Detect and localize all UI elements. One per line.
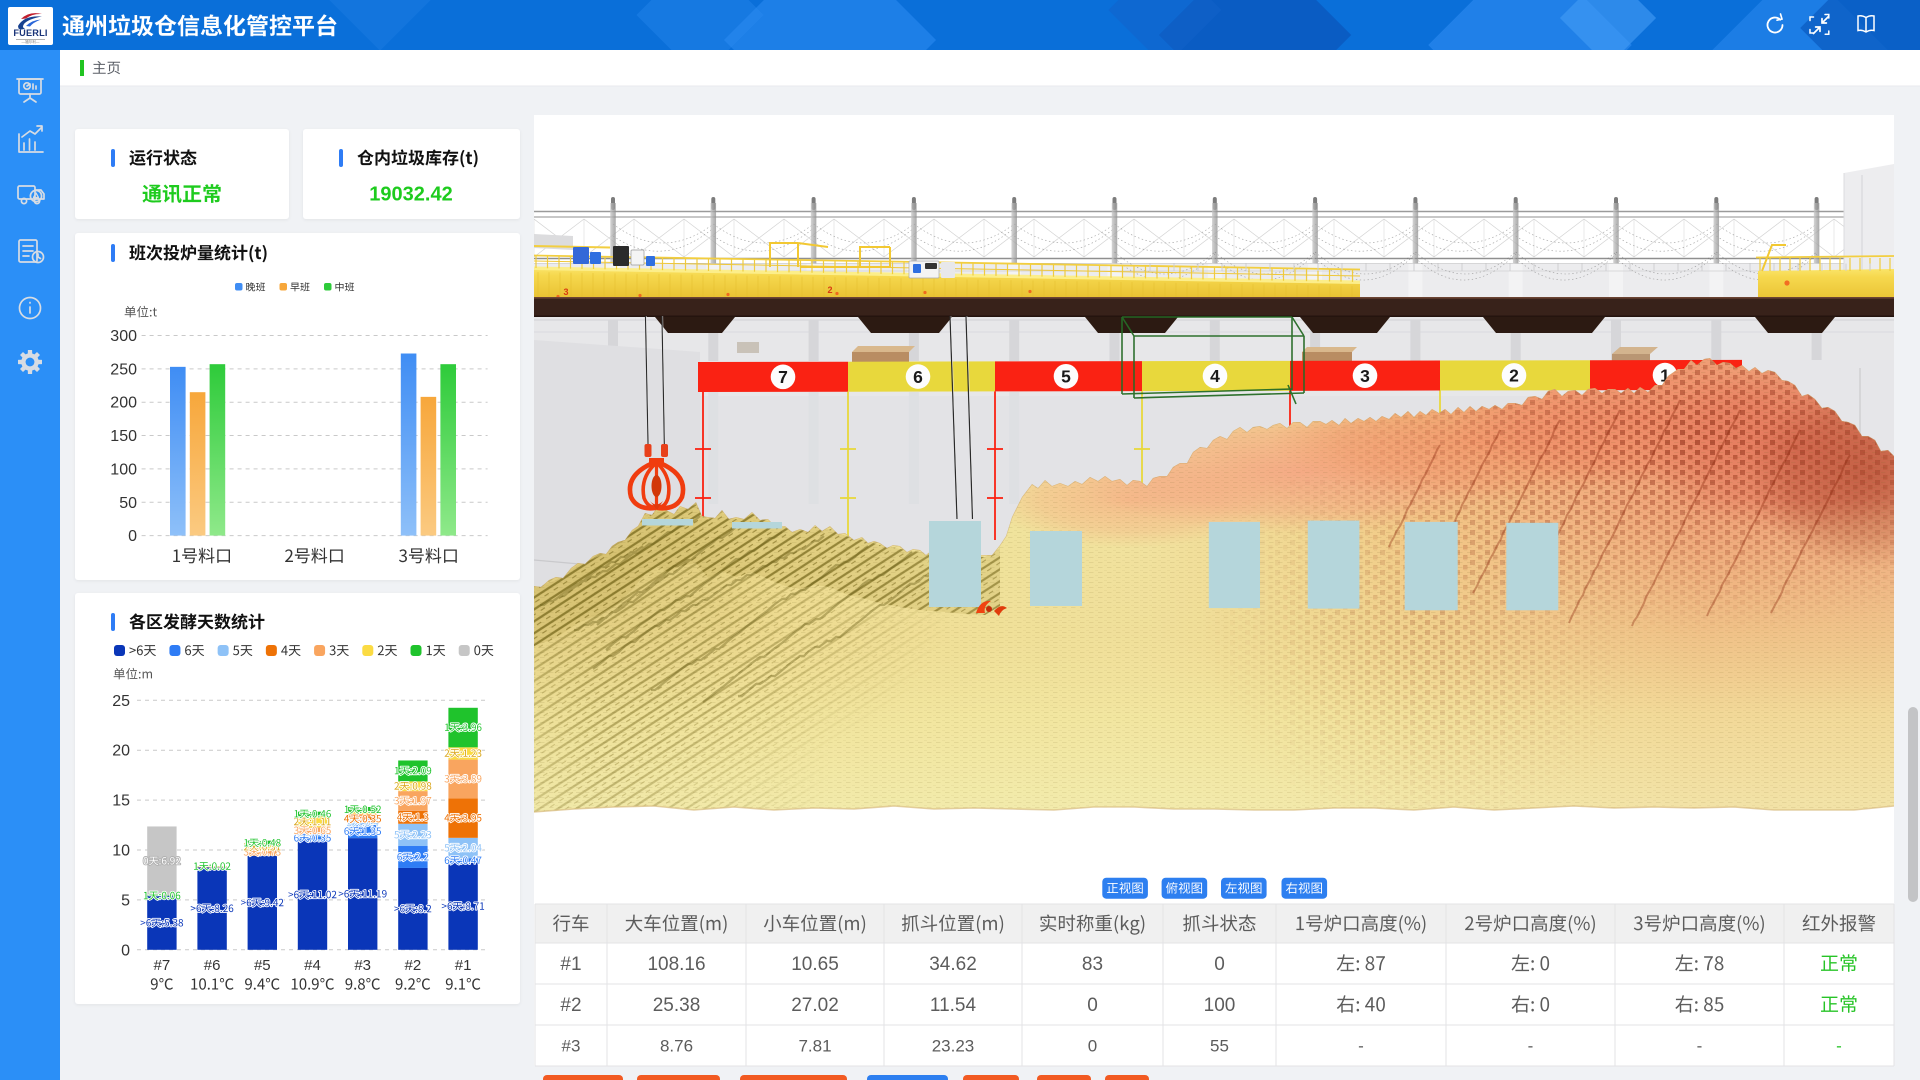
svg-text:#6: #6 [204,957,221,974]
svg-text:2: 2 [1509,366,1519,386]
svg-text:250: 250 [110,361,137,378]
svg-text:83: 83 [1082,954,1103,975]
svg-text:55: 55 [1210,1036,1229,1055]
svg-text:0: 0 [1088,1036,1097,1055]
svg-text:4: 4 [1210,366,1220,386]
svg-text:5: 5 [121,892,130,909]
svg-text:150: 150 [110,428,137,445]
svg-text:25.38: 25.38 [653,995,701,1016]
svg-text:10: 10 [112,843,130,860]
svg-text:1: 1 [1660,365,1670,385]
svg-text:108.16: 108.16 [647,954,705,975]
svg-text:#5: #5 [254,957,271,974]
svg-text:23.23: 23.23 [932,1036,975,1055]
svg-text:-: - [1836,1036,1842,1055]
svg-text:15: 15 [112,793,130,810]
svg-text:8.76: 8.76 [660,1036,693,1055]
svg-text:#7: #7 [154,957,171,974]
svg-text:27.02: 27.02 [791,995,839,1016]
svg-text:100: 100 [1204,995,1236,1016]
svg-text:300: 300 [110,328,137,345]
svg-text:-: - [1697,1036,1703,1055]
svg-text:3: 3 [1360,366,1370,386]
svg-text:FUERLI: FUERLI [13,28,47,38]
svg-text:0: 0 [121,942,130,959]
svg-text:50: 50 [119,495,137,512]
svg-text:0: 0 [1087,995,1098,1016]
svg-text:200: 200 [110,395,137,412]
svg-text:#3: #3 [562,1036,581,1055]
svg-text:34.62: 34.62 [929,954,977,975]
svg-text:-: - [1358,1036,1364,1055]
svg-text:#4: #4 [304,957,321,974]
svg-text:2: 2 [827,285,832,295]
svg-text:#1: #1 [455,957,472,974]
svg-text:-: - [1528,1036,1534,1055]
svg-text:#2: #2 [405,957,422,974]
svg-text:0: 0 [1214,954,1225,975]
svg-text:#3: #3 [354,957,371,974]
svg-text:5: 5 [1061,366,1071,386]
svg-text:6: 6 [913,367,923,387]
svg-text:#1: #1 [560,954,581,975]
svg-text:3: 3 [563,287,568,297]
svg-text:—福尔利—: —福尔利— [22,39,40,44]
svg-text:19032.42: 19032.42 [369,184,452,206]
svg-text:7: 7 [778,367,788,387]
svg-text:10.65: 10.65 [791,954,839,975]
svg-text:25: 25 [112,693,130,710]
svg-text:20: 20 [112,743,130,760]
svg-text:#2: #2 [560,995,581,1016]
svg-text:0: 0 [128,528,137,545]
svg-text:11.54: 11.54 [930,995,977,1016]
svg-text:100: 100 [110,461,137,478]
svg-text:7.81: 7.81 [798,1036,831,1055]
